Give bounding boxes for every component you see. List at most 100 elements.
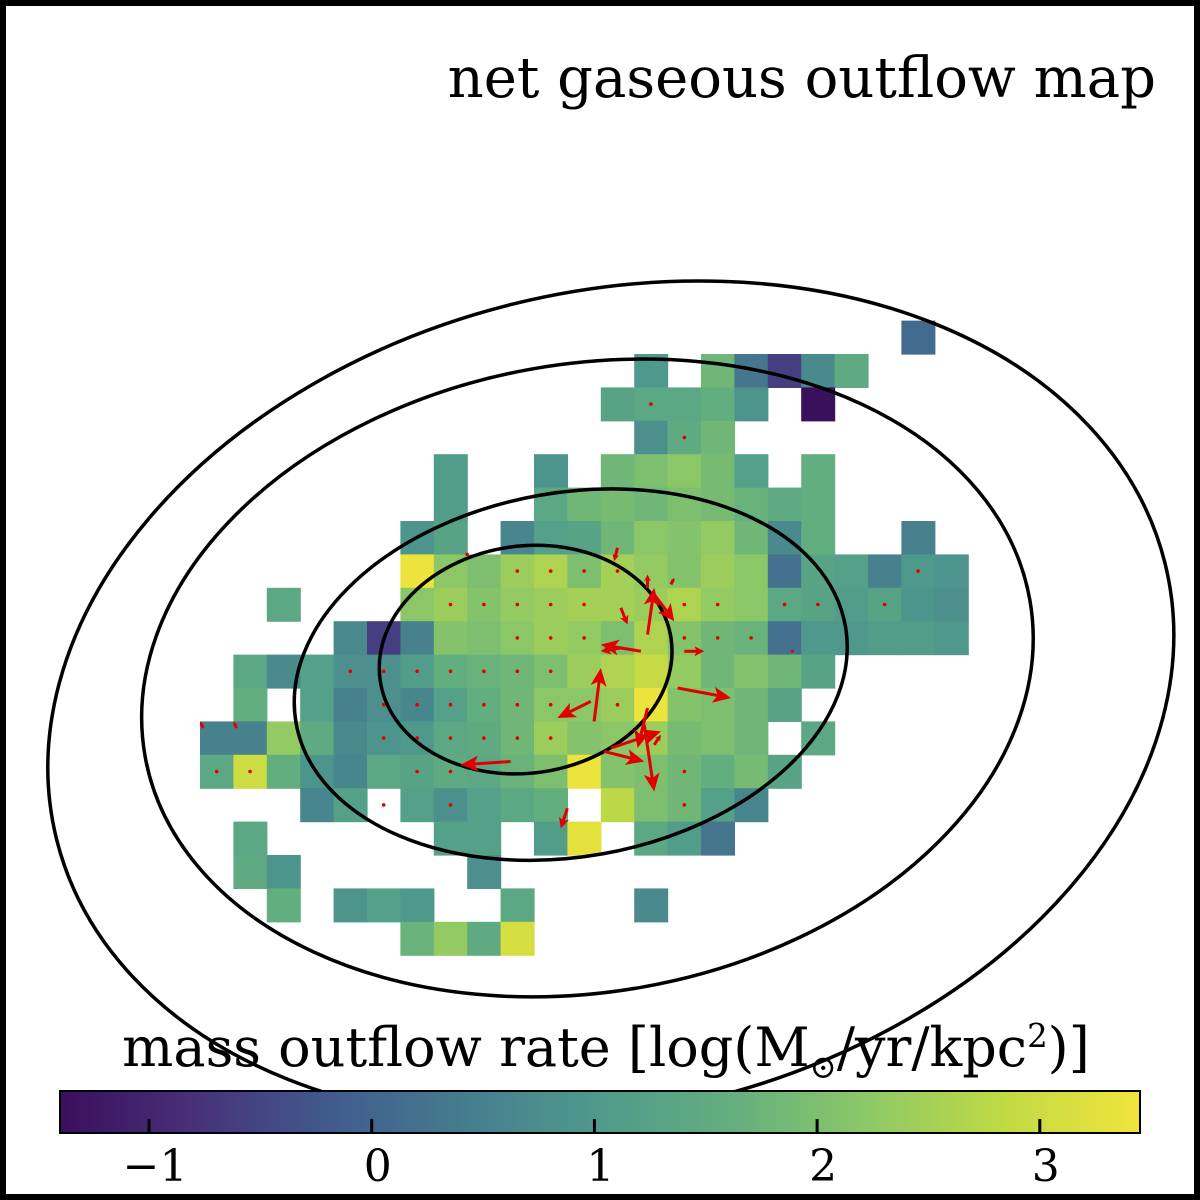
velocity-dot xyxy=(715,602,720,607)
velocity-dot xyxy=(448,702,453,707)
heatmap-cell xyxy=(534,454,568,489)
velocity-dot xyxy=(448,602,453,607)
heatmap-cell xyxy=(333,688,368,722)
heatmap-cell xyxy=(634,621,669,656)
heatmap-cell xyxy=(600,587,635,622)
colorbar xyxy=(59,1090,1141,1134)
heatmap-cell xyxy=(467,821,502,856)
velocity-arrow xyxy=(653,593,675,622)
heatmap-cell xyxy=(634,788,669,823)
heatmap-cell xyxy=(701,521,735,555)
velocity-dot xyxy=(381,669,386,674)
velocity-arrow xyxy=(603,749,645,765)
heatmap-cell xyxy=(834,354,869,388)
heatmap-cell xyxy=(901,621,936,656)
heatmap-cell xyxy=(734,521,769,555)
heatmap-cell xyxy=(701,454,735,489)
velocity-dot xyxy=(348,669,353,674)
heatmap-cell xyxy=(934,621,969,656)
outflow-map-plot xyxy=(46,279,1176,1134)
heatmap-cell xyxy=(467,788,502,823)
velocity-arrow xyxy=(590,667,607,722)
velocity-dot xyxy=(582,602,586,607)
heatmap-cell xyxy=(767,688,802,722)
heatmap-cell xyxy=(567,821,602,856)
heatmap-cell xyxy=(767,554,802,589)
velocity-dot xyxy=(415,669,419,674)
heatmap-cell xyxy=(901,320,936,355)
heatmap-cell xyxy=(333,621,368,656)
heatmap-cell xyxy=(734,721,769,756)
heatmap-cell xyxy=(667,454,702,489)
heatmap-cell xyxy=(767,487,802,522)
contour-ellipse xyxy=(377,543,674,776)
velocity-dot xyxy=(448,769,453,774)
heatmap-cell xyxy=(634,420,669,455)
velocity-dot xyxy=(482,669,486,674)
heatmap-cell xyxy=(367,754,401,789)
velocity-dot xyxy=(816,602,820,607)
velocity-dot xyxy=(515,669,520,674)
heatmap-cell xyxy=(233,654,268,689)
heatmap-cell xyxy=(868,554,902,589)
velocity-dot xyxy=(548,669,553,674)
heatmap-cell xyxy=(701,354,735,388)
heatmap-cell xyxy=(600,387,635,422)
heatmap-cell xyxy=(600,454,635,489)
velocity-dot xyxy=(682,769,687,774)
heatmap-cell xyxy=(400,554,435,589)
velocity-dot xyxy=(448,736,453,740)
heatmap-cell xyxy=(500,521,535,555)
velocity-arrow xyxy=(642,724,660,792)
heatmap-cell xyxy=(701,420,735,455)
heatmap-cell xyxy=(834,621,869,656)
heatmap-cell xyxy=(400,788,435,823)
heatmap-cell xyxy=(266,587,301,622)
colorbar-tick-label: 0 xyxy=(363,1141,392,1192)
heatmap-cell xyxy=(333,721,368,756)
heatmap-cell xyxy=(467,921,502,956)
heatmap-cell xyxy=(667,521,702,555)
heatmap-cell xyxy=(400,921,435,956)
velocity-arrow xyxy=(677,686,732,703)
heatmap-cell xyxy=(667,688,702,722)
velocity-dot xyxy=(415,769,419,774)
heatmap-cell xyxy=(868,621,902,656)
heatmap-cell xyxy=(300,688,335,722)
colorbar-ticks xyxy=(147,1119,1042,1133)
velocity-dot xyxy=(615,702,620,707)
heatmap-cell xyxy=(266,855,301,889)
velocity-dot xyxy=(381,803,386,807)
heatmap-cell xyxy=(467,621,502,656)
heatmap-cell xyxy=(901,587,936,622)
velocity-dot xyxy=(515,636,520,640)
heatmap-cell xyxy=(801,387,836,422)
heatmap-cell xyxy=(266,888,301,923)
colorbar-tick-label: 3 xyxy=(1031,1141,1060,1192)
heatmap-cell xyxy=(801,521,836,555)
velocity-dot xyxy=(248,769,252,774)
heatmap-cells xyxy=(200,320,969,956)
contour-ellipse xyxy=(139,357,1035,999)
velocity-dot xyxy=(916,569,920,573)
heatmap-cell xyxy=(534,788,568,823)
velocity-arrows xyxy=(199,402,920,829)
heatmap-cell xyxy=(701,821,735,856)
heatmap-cell xyxy=(801,487,836,522)
velocity-dot xyxy=(682,803,687,807)
heatmap-cell xyxy=(233,855,268,889)
velocity-dot xyxy=(548,702,553,707)
velocity-arrow xyxy=(600,644,622,655)
heatmap-cell xyxy=(767,621,802,656)
velocity-dot xyxy=(415,736,419,740)
heatmap-cell xyxy=(567,654,602,689)
heatmap-cell xyxy=(634,521,669,555)
velocity-dot xyxy=(782,602,787,607)
velocity-dot xyxy=(882,602,887,607)
heatmap-cell xyxy=(500,788,535,823)
chart-title: net gaseous outflow map xyxy=(447,46,1156,111)
heatmap-cell xyxy=(834,554,869,589)
heatmap-cell xyxy=(734,454,769,489)
heatmap-cell xyxy=(600,487,635,522)
colorbar-tick-label: 1 xyxy=(586,1141,615,1192)
